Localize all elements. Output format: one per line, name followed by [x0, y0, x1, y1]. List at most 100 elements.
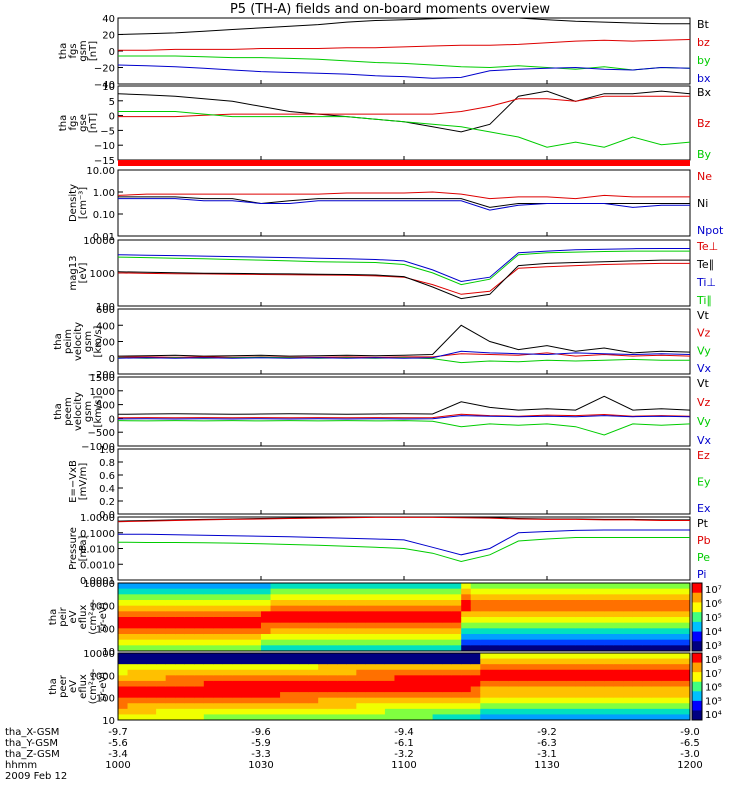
heatmap-cell [508, 605, 519, 612]
heatmap-cell [680, 675, 691, 682]
heatmap-cell [365, 645, 376, 652]
heatmap-cell [365, 583, 376, 590]
legend-label: bz [697, 36, 710, 49]
heatmap-cell [556, 588, 567, 595]
heatmap-cell [566, 658, 577, 665]
ylabel-line: gsm [78, 40, 89, 61]
heatmap-cell [404, 669, 415, 676]
heatmap-cell [575, 680, 586, 687]
heatmap-cell [594, 714, 605, 721]
panel-peim_velocity: tha peim velocity gsm [km/s]6004002000−200Vt… [53, 305, 712, 381]
heatmap-cell [289, 669, 300, 676]
heatmap-cell [184, 664, 195, 671]
heatmap-cell [222, 664, 233, 671]
footer-value: 1130 [534, 760, 559, 771]
heatmap-cell [280, 653, 291, 660]
heatmap-cell [632, 653, 643, 660]
heatmap-cell [547, 645, 558, 652]
heatmap-cell [394, 675, 405, 682]
heatmap-cell [137, 714, 148, 721]
heatmap-cell [184, 628, 195, 635]
heatmap-cell [470, 634, 481, 641]
heatmap-cell [489, 669, 500, 676]
heatmap-cell [118, 634, 129, 641]
heatmap-cell [423, 583, 434, 590]
heatmap-cell [556, 583, 567, 590]
heatmap-cell [432, 611, 443, 618]
heatmap-cell [165, 669, 176, 676]
heatmap-cell [175, 686, 186, 693]
heatmap-cell [480, 686, 491, 693]
heatmap-cell [642, 714, 653, 721]
heatmap-cell [489, 708, 500, 715]
heatmap-cell [499, 617, 510, 624]
legend-label: Vz [697, 327, 711, 340]
heatmap-cell [566, 583, 577, 590]
heatmap-cell [604, 594, 615, 601]
heatmap-cell [251, 639, 262, 646]
series-line-Te∥ [117, 259, 690, 300]
heatmap-cell [356, 622, 367, 629]
heatmap-cell [451, 639, 462, 646]
footer-value: -6.3 [537, 738, 557, 749]
heatmap-cell [575, 634, 586, 641]
heatmap-cell [384, 714, 395, 721]
heatmap-cell [423, 605, 434, 612]
heatmap-cell [222, 622, 233, 629]
heatmap-cell [556, 680, 567, 687]
heatmap-cell [642, 617, 653, 624]
heatmap-cell [651, 611, 662, 618]
heatmap-cell [508, 675, 519, 682]
heatmap-cell [203, 611, 214, 618]
y-tick-label: −15 [94, 156, 115, 167]
heatmap-cell [137, 583, 148, 590]
heatmap-cell [556, 628, 567, 635]
heatmap-cell [642, 703, 653, 710]
y-tick-label: 0.8 [99, 458, 115, 469]
heatmap-cell [356, 594, 367, 601]
heatmap-cell [566, 634, 577, 641]
heatmap-cell [451, 669, 462, 676]
heatmap-cell [508, 645, 519, 652]
heatmap-cell [251, 669, 262, 676]
heatmap-cell [680, 697, 691, 704]
heatmap-cell [184, 645, 195, 652]
heatmap-cell [480, 628, 491, 635]
heatmap-cell [365, 639, 376, 646]
heatmap-cell [508, 664, 519, 671]
heatmap-cell [623, 617, 634, 624]
heatmap-cell [499, 583, 510, 590]
heatmap-cell [194, 605, 205, 612]
heatmap-cell [356, 628, 367, 635]
heatmap-cell [518, 588, 529, 595]
heatmap-cell [604, 714, 615, 721]
heatmap-cell [232, 692, 243, 699]
heatmap-cell [251, 622, 262, 629]
heatmap-cell [670, 680, 681, 687]
heatmap-cell [118, 714, 129, 721]
heatmap-cell [451, 628, 462, 635]
ylabel-line: fgs [68, 115, 79, 130]
heatmap-cell [232, 653, 243, 660]
heatmap-cell [470, 617, 481, 624]
footer-value: 1100 [391, 760, 416, 771]
heatmap-cell [670, 697, 681, 704]
heatmap-cell [661, 680, 672, 687]
heatmap-cell [251, 617, 262, 624]
heatmap-cell [194, 658, 205, 665]
heatmap-cell [337, 686, 348, 693]
ylabel-line: [nT] [88, 113, 99, 133]
heatmap-cell [280, 692, 291, 699]
heatmap-cell [213, 645, 224, 652]
heatmap-cell [651, 714, 662, 721]
heatmap-cell [289, 692, 300, 699]
heatmap-cell [232, 658, 243, 665]
y-tick-label: 1000 [90, 269, 115, 280]
heatmap-cell [232, 611, 243, 618]
legend-label: Pi [697, 568, 706, 581]
heatmap-cell [356, 714, 367, 721]
heatmap-cell [442, 714, 453, 721]
heatmap-cell [566, 697, 577, 704]
